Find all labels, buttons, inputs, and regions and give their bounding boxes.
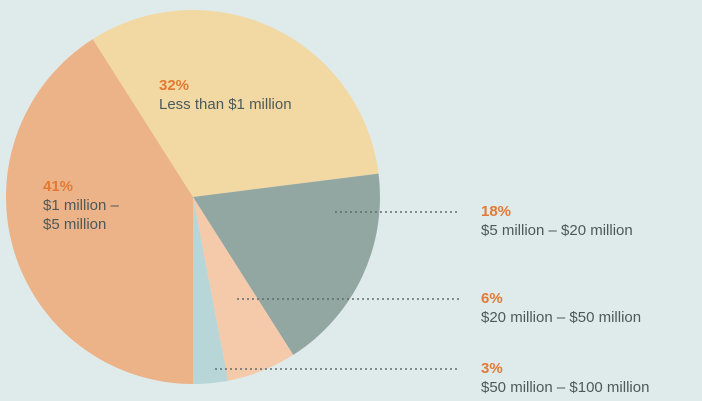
pie-slice xyxy=(6,39,194,384)
slice-label: 3% $50 million – $100 million xyxy=(481,359,701,397)
pie-slice xyxy=(193,173,380,355)
percent-label: 41% xyxy=(43,178,74,195)
category-label: $50 million – $100 million xyxy=(481,379,650,396)
pie-slice xyxy=(92,9,379,197)
pie-slice xyxy=(193,197,294,381)
category-label: $5 million – $20 million xyxy=(481,222,633,239)
percent-label: 6% xyxy=(481,290,503,307)
category-label: Less than $1 million xyxy=(159,96,292,113)
pie-slice xyxy=(193,197,229,384)
slice-label: 18% $5 million – $20 million xyxy=(481,202,701,240)
percent-label: 18% xyxy=(481,203,512,220)
slice-label: 41% $1 million – $5 million xyxy=(43,177,133,234)
slice-label: 6% $20 million – $50 million xyxy=(481,289,701,327)
slice-label: 32% Less than $1 million xyxy=(159,76,359,114)
percent-label: 3% xyxy=(481,360,503,377)
percent-label: 32% xyxy=(159,77,190,94)
category-label: $1 million – $5 million xyxy=(43,197,119,233)
category-label: $20 million – $50 million xyxy=(481,309,642,326)
